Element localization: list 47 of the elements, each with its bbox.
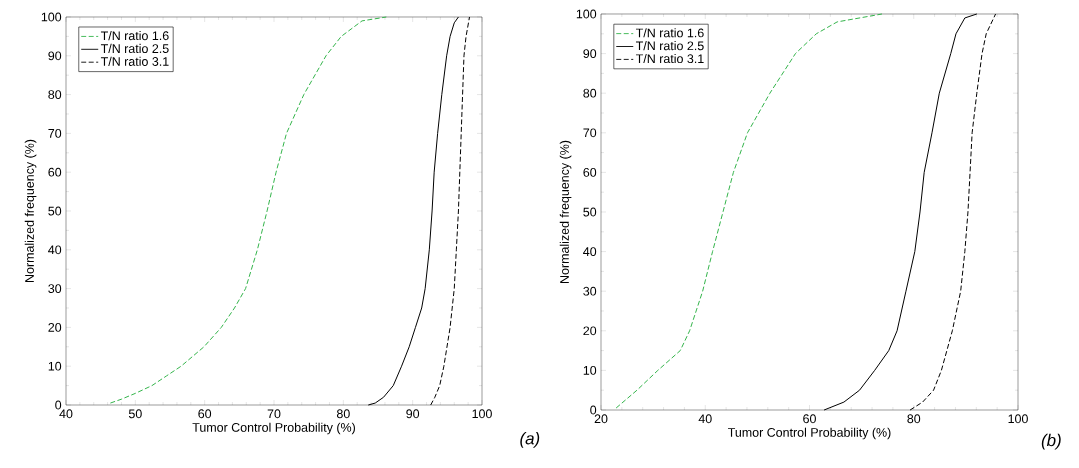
x-tick-label: 70	[267, 409, 281, 419]
y-tick-label: 40	[583, 247, 597, 257]
y-tick-label: 60	[583, 168, 597, 177]
line-series	[615, 13, 883, 409]
y-tick-label: 10	[583, 366, 597, 375]
y-axis-title: Normalized frequency (%)	[559, 140, 572, 283]
legend-label: T/N ratio 3.1	[100, 56, 169, 66]
y-tick-label: 30	[583, 286, 597, 296]
x-tick-label: 80	[907, 414, 921, 424]
y-tick-label: 10	[48, 361, 62, 371]
y-tick-label: 40	[48, 245, 62, 255]
x-tick-label: 20	[594, 414, 608, 424]
x-tick-label: 100	[472, 409, 492, 419]
y-tick-label: 100	[41, 12, 62, 22]
y-tick-label: 90	[583, 49, 597, 59]
y-tick-label: 20	[583, 326, 597, 336]
y-axis-title: Normalized frequency (%)	[24, 139, 37, 282]
x-axis-title: Tumor Control Probability (%)	[728, 427, 891, 440]
legend-label: T/N ratio 2.5	[100, 43, 169, 54]
text: (a)	[520, 432, 540, 448]
x-tick-label: 60	[803, 414, 816, 424]
y-tick-label: 90	[48, 51, 62, 61]
legend-label: T/N ratio 1.6	[100, 30, 169, 41]
legend-label: T/N ratio 1.6	[635, 28, 704, 38]
x-tick-label: 50	[128, 409, 142, 419]
y-tick-label: 30	[48, 284, 62, 294]
x-axis-title: Tumor Control Probability (%)	[192, 422, 355, 435]
x-tick-label: 100	[1008, 414, 1028, 424]
y-tick-label: 50	[48, 206, 62, 216]
x-tick-label: 40	[59, 409, 73, 419]
legend-label: T/N ratio 2.5	[635, 41, 704, 51]
y-tick-label: 20	[48, 323, 62, 332]
y-tick-label: 0	[55, 400, 62, 410]
y-tick-label: 0	[590, 405, 597, 415]
y-tick-label: 50	[583, 207, 597, 217]
x-tick-label: 80	[336, 409, 350, 419]
y-tick-label: 80	[48, 90, 62, 100]
y-tick-label: 70	[583, 128, 597, 138]
x-tick-label: 60	[198, 409, 212, 419]
y-tick-label: 70	[48, 129, 62, 138]
x-tick-label: 90	[406, 409, 420, 419]
x-tick-label: 40	[698, 414, 712, 424]
y-tick-label: 80	[583, 88, 597, 98]
y-tick-label: 100	[576, 9, 597, 19]
y-tick-label: 60	[48, 167, 62, 177]
legend-label: T/N ratio 3.1	[635, 53, 704, 64]
text: (b)	[1041, 433, 1061, 450]
